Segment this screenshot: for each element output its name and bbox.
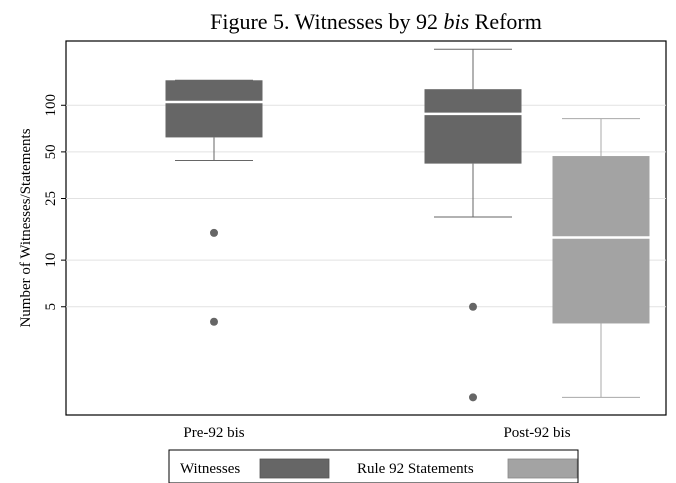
outlier-point (469, 393, 477, 402)
legend: Witnesses Rule 92 Statements (168, 449, 579, 483)
legend-label-rule92: Rule 92 Statements (357, 461, 474, 477)
y-tick-label: 5 (43, 303, 59, 311)
box-group (552, 118, 650, 398)
chart-title: Figure 5. Witnesses by 92 bis Reform (210, 9, 542, 34)
iqr-box (424, 89, 522, 164)
y-tick-label: 25 (43, 191, 59, 206)
outlier-point (210, 317, 218, 326)
y-tick-label: 10 (43, 253, 59, 268)
iqr-box (552, 156, 650, 324)
y-axis: 5 10 25 50 100 (43, 94, 66, 311)
legend-swatch-rule92 (507, 458, 578, 479)
category-label: Pre-92 bis (183, 425, 244, 441)
category-label: Post-92 bis (503, 425, 570, 441)
y-tick-label: 50 (43, 144, 59, 159)
box-group (165, 79, 263, 326)
outlier-point (210, 228, 218, 237)
legend-label-witnesses: Witnesses (180, 461, 240, 477)
iqr-box (165, 80, 263, 138)
legend-swatch-witnesses (259, 458, 330, 479)
outlier-point (469, 302, 477, 311)
y-tick-label: 100 (43, 94, 59, 117)
y-axis-title: Number of Witnesses/Statements (18, 128, 34, 327)
box-group (424, 48, 522, 402)
x-axis: Pre-92 bis Post-92 bis (183, 425, 570, 441)
boxes (165, 48, 650, 402)
